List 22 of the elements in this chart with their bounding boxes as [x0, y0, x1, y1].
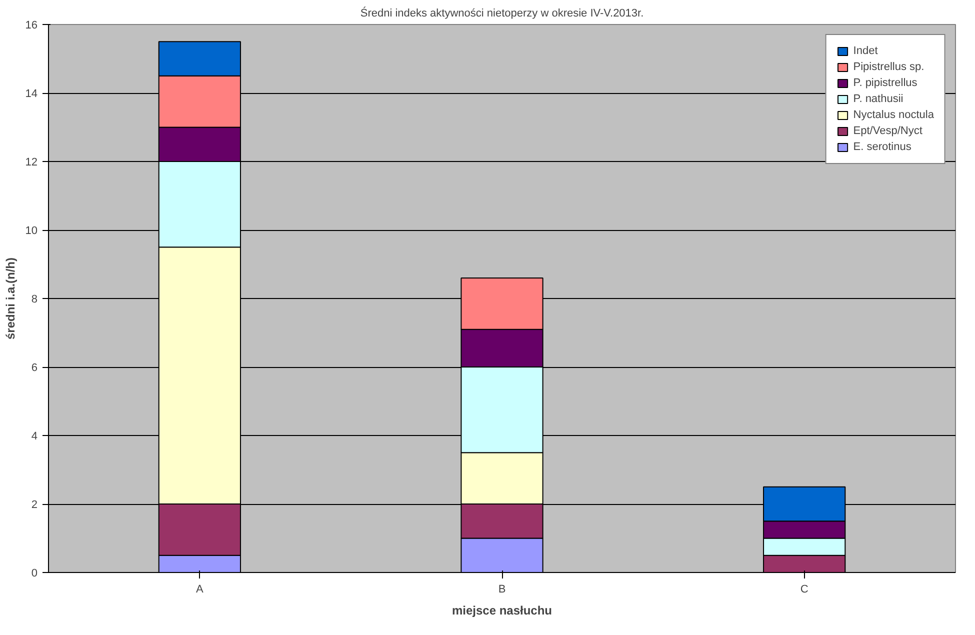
x-tick-label: B — [498, 584, 506, 596]
x-tick-label: A — [196, 584, 204, 596]
y-tick-label: 2 — [31, 499, 38, 511]
legend-label: Ept/Vesp/Nyct — [853, 125, 922, 137]
legend-label: E. serotinus — [853, 141, 912, 153]
x-tick-label: C — [800, 584, 808, 596]
y-axis-title: średni i.a.(n/h) — [3, 257, 18, 340]
y-tick-label: 16 — [25, 20, 38, 32]
y-tick-label: 6 — [31, 362, 38, 374]
chart-title: Średni indeks aktywności nietoperzy w okresie IV-V.2013r. — [360, 6, 644, 20]
y-tick-label: 12 — [25, 156, 38, 168]
y-tick-label: 8 — [31, 294, 38, 306]
x-axis-title: miejsce nasłuchu — [452, 604, 552, 618]
legend-label: Indet — [853, 45, 878, 57]
y-tick-label: 14 — [25, 88, 38, 100]
legend-label: P. pipistrellus — [853, 77, 918, 89]
legend-label: Nyctalus noctula — [853, 109, 934, 121]
legend-label: Pipistrellus sp. — [853, 61, 924, 73]
y-tick-label: 4 — [31, 430, 38, 442]
y-tick-label: 0 — [31, 568, 38, 580]
legend-label: P. nathusii — [853, 93, 904, 105]
y-tick-label: 10 — [25, 225, 38, 237]
